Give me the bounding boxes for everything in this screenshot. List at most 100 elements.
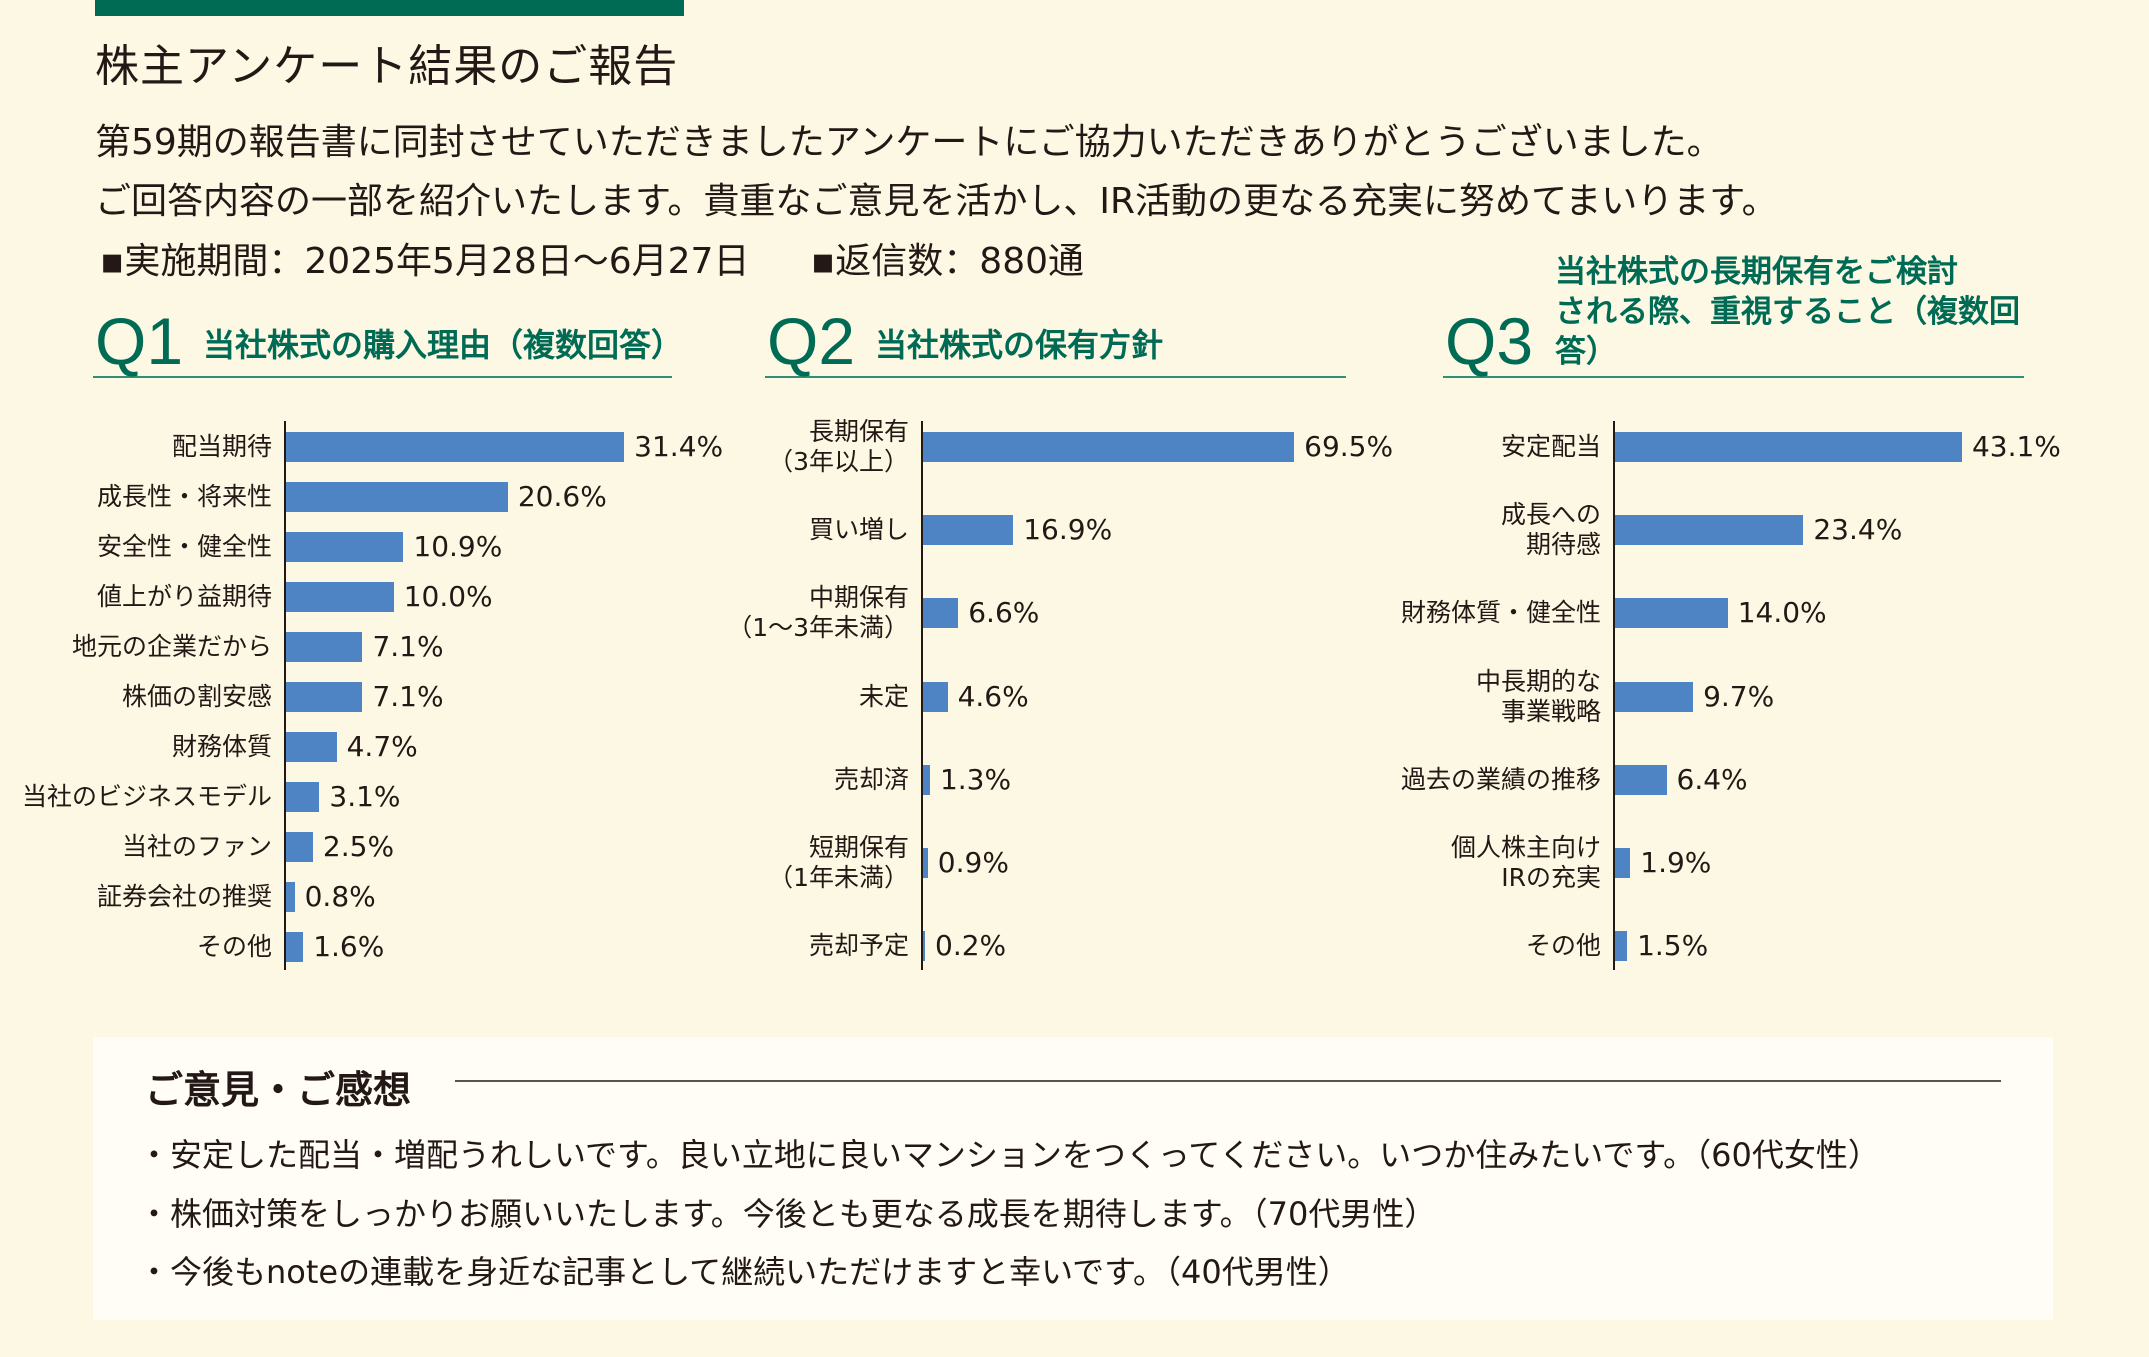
q1-bar [286,782,320,812]
q1-value-label: 31.4% [634,430,724,463]
q1-category-label: その他 [196,932,272,961]
survey-meta: ▪実施期間：2025年5月28日〜6月27日 ▪返信数：880通 [100,232,1134,284]
q1-header: Q1 当社株式の購入理由（複数回答） [93,298,684,378]
q2-category-label: 短期保有 （1年未満） [768,833,909,892]
q2-bar [923,848,928,878]
q1-value-label: 10.9% [413,530,503,563]
q1-value-label: 20.6% [517,480,607,513]
q2-category-label: 売却予定 [808,931,909,961]
comment-item: ・株価対策をしっかりお願いいたします。今後とも更なる成長を期待します。（70代男… [138,1195,1437,1233]
q3-bar [1615,598,1728,629]
q3-bar [1615,432,1962,462]
q1-bar [286,632,363,662]
q3-category-label: 中長期的な 事業戦略 [1475,666,1601,726]
q2-value-label: 6.6% [968,596,1040,630]
comment-item: ・今後もnoteの連載を身近な記事として継続いただけますと幸いです。（40代男性… [138,1253,1350,1291]
survey-period: ▪実施期間：2025年5月28日〜6月27日 [100,241,750,282]
q1-category-label: 地元の企業だから [71,632,272,661]
q1-number: Q1 [95,304,184,378]
q1-bar [286,482,508,512]
q2-value-label: 69.5% [1304,430,1394,463]
q3-header: Q3 当社株式の長期保有をご検討 される際、重視すること（複数回答） [1443,254,2024,378]
q1-bar [286,732,337,762]
q3-bar [1615,681,1694,712]
q1-bar [286,882,295,912]
q1-bar [286,432,625,462]
q1-category-label: 当社のファン [121,832,272,861]
q2-category-label: 中期保有 （1〜3年未満） [727,583,909,643]
q1-value-label: 0.8% [304,880,376,913]
q1-title: 当社株式の購入理由（複数回答） [203,326,684,364]
q3-value-label: 9.7% [1703,679,1775,713]
q2-bar [923,432,1295,462]
q2-value-label: 16.9% [1023,513,1113,547]
q1-category-label: 株価の割安感 [121,682,272,711]
page-title: 株主アンケート結果のご報告 [95,41,679,92]
q1-category-label: 成長性・将来性 [96,482,272,511]
q1-category-label: 値上がり益期待 [96,582,272,611]
q1-value-label: 10.0% [403,580,493,613]
q3-category-label: 安定配当 [1500,432,1601,461]
q3-category-label: 成長への 期待感 [1500,500,1601,560]
q1-category-label: 証券会社の推奨 [96,882,272,911]
q3-axis [1613,421,1615,970]
q1-category-label: 安全性・健全性 [96,532,272,561]
q1-category-label: 財務体質 [171,732,272,761]
q2-bar [923,598,959,629]
q1-axis [284,421,286,970]
intro-line-1: 第59期の報告書に同封させていただきましたアンケートにご協力いただきありがとうご… [95,122,1723,163]
q1-bar [286,832,313,862]
q2-bar [923,931,925,962]
q3-bar [1615,931,1628,962]
comments-box: ご意見・ご感想 ・安定した配当・増配うれしいです。良い立地に良いマンションをつく… [93,1037,2053,1320]
q3-value-label: 43.1% [1971,430,2061,463]
q1-bar [286,682,363,712]
q2-bar [923,764,930,795]
q2-bar [923,515,1014,546]
q3-value-label: 23.4% [1813,513,1903,547]
q3-number: Q3 [1445,304,1534,378]
q1-value-label: 2.5% [322,830,395,863]
survey-responses: ▪返信数：880通 [810,241,1085,282]
q1-value-label: 3.1% [329,780,401,813]
q2-title: 当社株式の保有方針 [875,326,1164,364]
q3-bar [1615,848,1631,878]
q2-category-label: 長期保有 （3年以上） [768,417,909,476]
q1-value-label: 7.1% [372,630,444,663]
q2-number: Q2 [767,304,856,378]
header-accent-bar [95,0,684,16]
q2-value-label: 1.3% [939,762,1012,796]
q1-bar [286,582,394,612]
q3-value-label: 6.4% [1676,762,1748,796]
comments-heading-rule [455,1080,2001,1082]
q2-category-label: 売却済 [833,764,909,794]
q3-value-label: 14.0% [1737,596,1827,630]
q3-category-label: 個人株主向け IRの充実 [1450,833,1601,892]
q2-header: Q2 当社株式の保有方針 [765,298,1346,378]
comments-heading: ご意見・ご感想 [145,1068,412,1112]
q1-category-label: 当社のビジネスモデル [21,782,272,811]
q3-category-label: 財務体質・健全性 [1400,598,1601,628]
q3-bar [1615,515,1804,546]
comment-item: ・安定した配当・増配うれしいです。良い立地に良いマンションをつくってください。い… [138,1136,1880,1174]
q2-category-label: 未定 [858,681,909,711]
q3-value-label: 1.5% [1637,929,1709,963]
q2-axis [921,421,923,970]
q2-bar [923,681,948,712]
q3-value-label: 1.9% [1640,846,1712,879]
q1-value-label: 1.6% [313,930,385,963]
q3-title: 当社株式の長期保有をご検討 される際、重視すること（複数回答） [1555,254,2020,370]
q1-bar [286,932,304,962]
q1-category-label: 配当期待 [171,432,272,461]
q3-category-label: 過去の業績の推移 [1400,764,1601,794]
q3-category-label: その他 [1525,931,1601,961]
q2-category-label: 買い増し [808,515,909,545]
q3-bar [1615,764,1667,795]
q1-value-label: 7.1% [372,680,444,713]
q2-value-label: 4.6% [957,679,1029,713]
q2-value-label: 0.9% [937,846,1009,879]
q1-value-label: 4.7% [346,730,418,763]
q2-value-label: 0.2% [935,929,1007,963]
q1-bar [286,532,404,562]
intro-line-2: ご回答内容の一部を紹介いたします。貴重なご意見を活かし、IR活動の更なる充実に努… [95,181,1778,222]
